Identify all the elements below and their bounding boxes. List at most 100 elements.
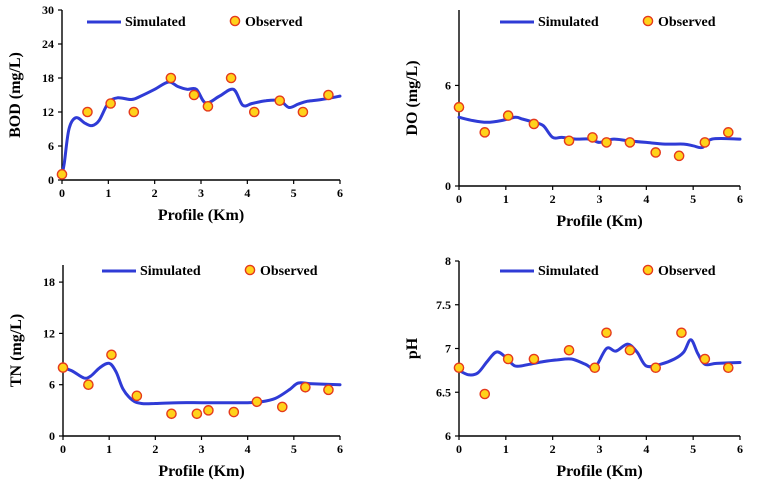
bod-observed-point: [274, 95, 286, 106]
tn-observed-point: [106, 349, 117, 361]
bod-y-axis-title: BOD (mg/L): [7, 52, 24, 138]
ph-observed-point: [528, 353, 540, 365]
do-simulated-line: [457, 115, 742, 150]
ph-observed-point: [722, 362, 734, 374]
x-tick-label: 3: [597, 442, 603, 456]
y-tick-label: 6: [48, 139, 54, 153]
do-observed-point: [502, 110, 514, 121]
y-tick-label: 6: [49, 378, 55, 392]
y-tick-label: 0: [49, 429, 55, 443]
ph-y-axis-title: pH: [404, 337, 421, 359]
do-observed-point: [587, 132, 598, 143]
bod-observed-point: [188, 89, 200, 101]
legend-observed-marker: [642, 264, 654, 276]
x-tick-label: 3: [198, 186, 204, 200]
y-tick-label: 12: [43, 326, 55, 340]
tn-observed-point: [57, 362, 69, 373]
ph-observed-point: [676, 327, 687, 339]
bod-observed-point: [56, 169, 68, 180]
legend-simulated-label: Simulated: [140, 264, 201, 279]
bod-observed-point: [165, 72, 177, 84]
x-tick-label: 5: [690, 192, 696, 206]
x-tick-label: 6: [737, 442, 743, 456]
legend-simulated-label: Simulated: [125, 15, 186, 30]
x-tick-label: 6: [337, 186, 343, 200]
x-tick-label: 1: [503, 442, 509, 456]
x-tick-label: 1: [503, 192, 509, 206]
panel-ph: 0 1 2 3 4 5 6 6 6.5 7 7.5 8 Profile (Km) pH Simulated O…: [404, 254, 743, 480]
tn-x-axis-title: Profile (Km): [158, 463, 244, 480]
ph-observed-point: [699, 353, 711, 365]
x-tick-label: 6: [337, 442, 343, 456]
ph-observed-point: [502, 353, 514, 365]
tn-observed-point: [323, 384, 334, 396]
bod-observed-point: [297, 106, 309, 118]
tn-observed-point: [300, 381, 311, 393]
tn-observed-point: [83, 379, 94, 391]
y-tick-label: 0: [445, 179, 451, 193]
y-tick-label: 30: [42, 3, 54, 17]
legend-observed-marker: [229, 15, 241, 27]
do-observed-point: [453, 101, 465, 113]
ph-observed-point: [479, 388, 491, 400]
x-tick-label: 5: [690, 442, 696, 456]
bod-observed-point: [225, 72, 237, 84]
x-tick-label: 4: [244, 186, 250, 200]
tn-simulated-line: [61, 361, 342, 406]
y-tick-label: 6: [445, 429, 451, 443]
x-tick-label: 2: [550, 192, 556, 206]
do-observed-point: [699, 137, 711, 148]
do-observed-point: [528, 118, 540, 130]
x-tick-label: 3: [199, 442, 205, 456]
do-x-axis-title: Profile (Km): [556, 213, 642, 230]
ph-x-axis-title: Profile (Km): [556, 463, 642, 480]
bod-observed-point: [323, 89, 334, 101]
tn-observed-point: [131, 390, 143, 402]
do-observed-point: [673, 150, 685, 162]
legend-observed-marker: [642, 15, 654, 27]
bod-simulated-line: [60, 80, 342, 176]
x-tick-label: 2: [152, 186, 158, 200]
legend-observed-label: Observed: [260, 264, 318, 279]
tn-observed-point: [276, 401, 288, 413]
y-tick-label: 24: [42, 37, 54, 51]
do-observed-point: [624, 137, 636, 148]
legend-observed-marker: [244, 264, 256, 276]
legend-simulated-label: Simulated: [538, 15, 599, 30]
panel-do: 0 1 2 3 4 5 6 0 6 Profile (Km) DO (mg/L) Simulated O…: [404, 10, 743, 230]
ph-simulated-line: [457, 338, 742, 377]
tn-observed-point: [166, 408, 177, 420]
do-observed-point: [650, 147, 662, 158]
ph-observed-point: [453, 362, 465, 374]
ph-observed-point: [601, 327, 612, 339]
tn-y-axis-title: TN (mg/L): [8, 314, 25, 387]
x-tick-label: 4: [245, 442, 251, 456]
x-tick-label: 2: [550, 442, 556, 456]
do-observed-point: [601, 137, 612, 148]
y-tick-label: 18: [43, 275, 55, 289]
y-tick-label: 8: [445, 254, 451, 268]
tn-observed-point: [228, 406, 240, 418]
y-tick-label: 7.5: [436, 298, 451, 312]
x-tick-label: 3: [597, 192, 603, 206]
x-tick-label: 2: [152, 442, 158, 456]
x-tick-label: 1: [105, 186, 111, 200]
bod-observed-point: [105, 98, 116, 109]
x-tick-label: 4: [643, 192, 649, 206]
ph-observed-point: [589, 362, 601, 374]
y-tick-label: 7: [445, 342, 451, 356]
x-tick-label: 6: [737, 192, 743, 206]
ph-observed-point: [563, 344, 575, 356]
x-tick-label: 0: [60, 442, 66, 456]
y-tick-label: 12: [42, 105, 54, 119]
x-tick-label: 5: [291, 442, 297, 456]
tn-observed-point: [203, 405, 214, 416]
legend-observed-label: Observed: [658, 264, 716, 279]
bod-x-axis-title: Profile (Km): [158, 207, 244, 224]
tn-observed-point: [191, 408, 203, 420]
y-tick-label: 6.5: [436, 385, 451, 399]
x-tick-label: 0: [59, 186, 65, 200]
